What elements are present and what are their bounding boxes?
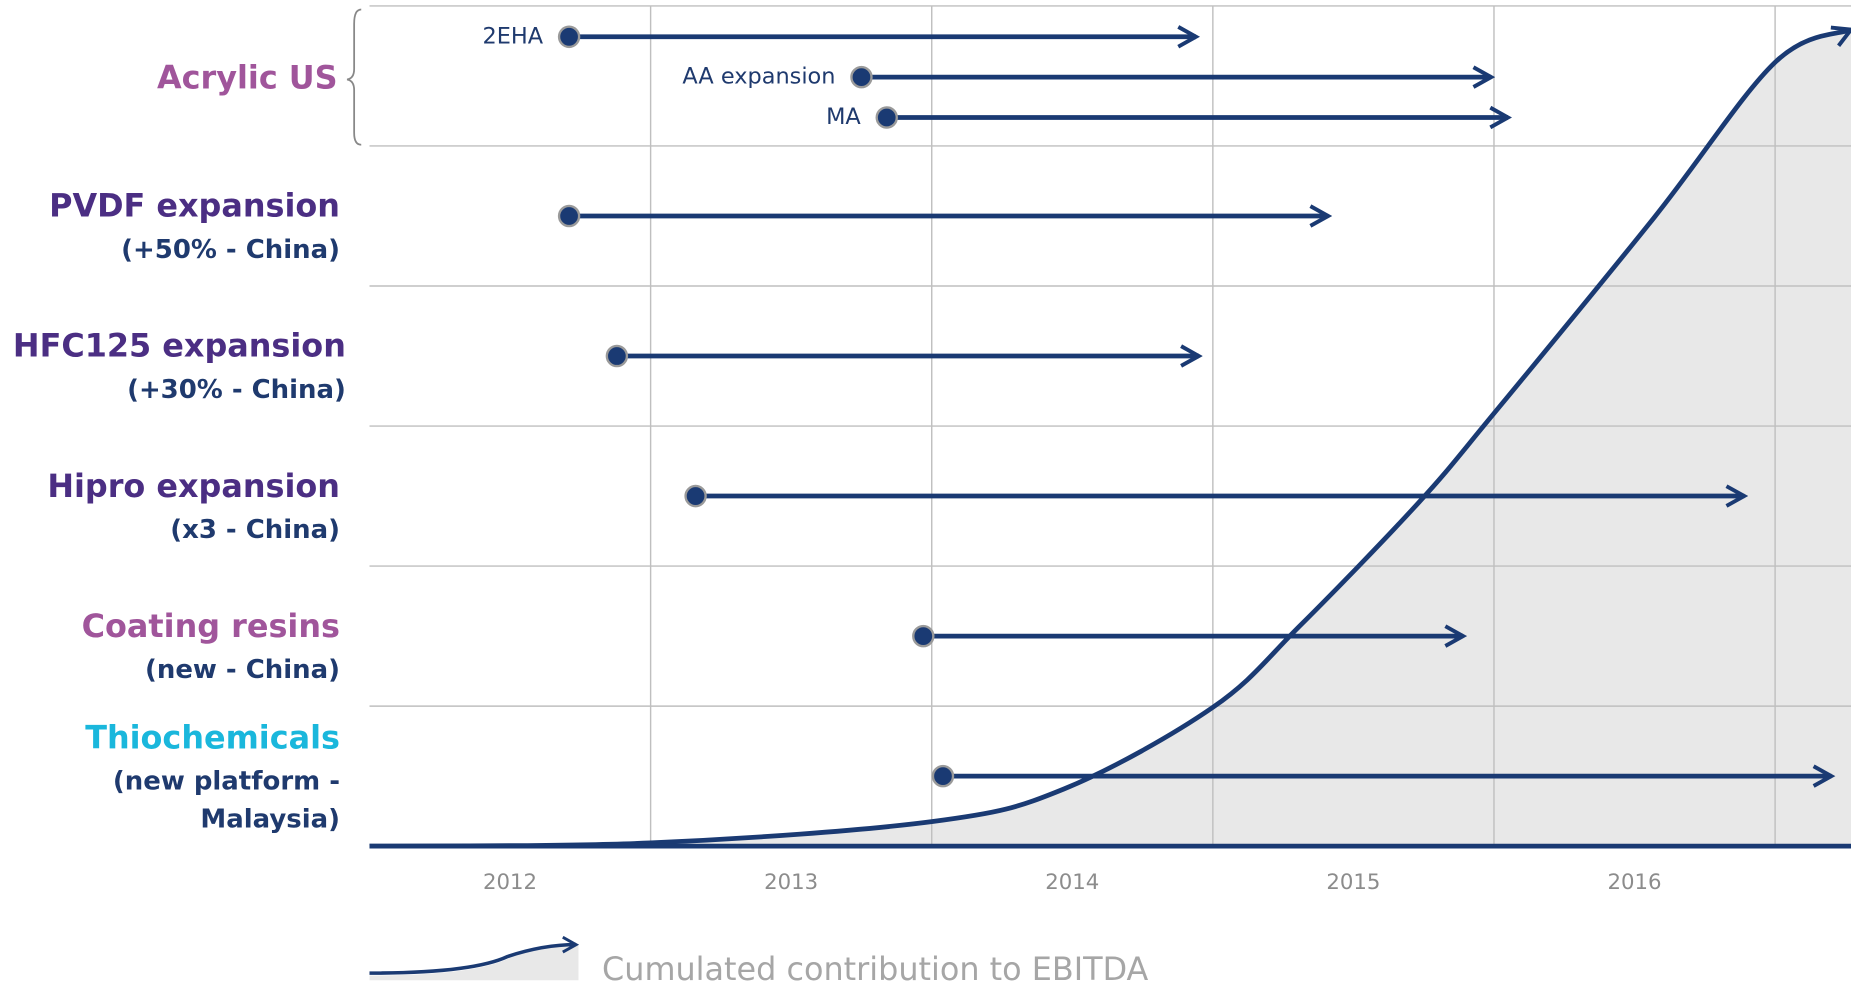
- group-label: Hipro expansion: [47, 467, 340, 505]
- group-sublabel: (new - China): [145, 655, 340, 685]
- group-label: PVDF expansion: [49, 187, 340, 225]
- task-label: MA: [826, 104, 861, 130]
- curve-area: [369, 29, 1851, 847]
- x-tick-label: 2016: [1608, 870, 1662, 895]
- curve-line: [369, 30, 1851, 849]
- task-start: [875, 106, 898, 129]
- group-label: Coating resins: [82, 607, 340, 645]
- task-start: [850, 65, 873, 89]
- task-start: [912, 624, 935, 648]
- group-label: Acrylic US: [157, 58, 338, 96]
- task-start: [684, 484, 707, 508]
- x-tick-label: 2014: [1045, 870, 1099, 895]
- task-start: [557, 25, 581, 49]
- group-sublabel: (+30% - China): [127, 375, 346, 405]
- legend-area-icon: [369, 944, 579, 981]
- group-label: Thiochemicals: [85, 718, 340, 756]
- group-sublabel: (new platform -: [113, 767, 340, 797]
- task-start: [931, 764, 955, 788]
- brace: [346, 8, 362, 146]
- task-label: AA expansion: [682, 64, 835, 90]
- group-sublabel: Malaysia): [200, 805, 340, 835]
- task-start: [605, 344, 629, 368]
- legend-label: Cumulated contribution to EBITDA: [602, 950, 1148, 985]
- x-tick-label: 2012: [483, 870, 537, 895]
- group-sublabel: (+50% - China): [121, 235, 340, 265]
- legend: Cumulated contribution to EBITDA: [369, 944, 1149, 985]
- legend-line-icon: [369, 945, 576, 975]
- x-tick-label: 2015: [1326, 870, 1380, 895]
- group-sublabel: (x3 - China): [170, 515, 340, 545]
- group-label: HFC125 expansion: [13, 327, 346, 365]
- task-label: 2EHA: [483, 23, 544, 49]
- task-start: [557, 204, 581, 228]
- x-tick-label: 2013: [764, 870, 818, 895]
